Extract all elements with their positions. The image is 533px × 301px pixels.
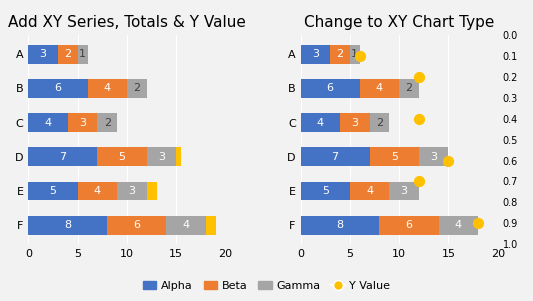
Bar xyxy=(28,113,68,132)
Text: 5: 5 xyxy=(322,186,329,196)
Text: 8: 8 xyxy=(336,220,344,230)
Text: 3: 3 xyxy=(430,152,437,162)
Bar xyxy=(28,147,98,166)
Bar xyxy=(369,113,389,132)
Text: 3: 3 xyxy=(79,118,86,128)
Bar xyxy=(98,113,117,132)
Point xyxy=(415,75,423,79)
Bar xyxy=(439,216,478,234)
Text: 5: 5 xyxy=(391,152,398,162)
Bar xyxy=(301,147,369,166)
Text: 2: 2 xyxy=(133,83,140,93)
Text: 6: 6 xyxy=(133,220,140,230)
Point xyxy=(444,158,453,163)
Bar xyxy=(28,182,78,200)
Text: 4: 4 xyxy=(94,186,101,196)
Text: 6: 6 xyxy=(54,83,61,93)
Bar xyxy=(369,147,419,166)
Text: 2: 2 xyxy=(336,49,344,59)
Text: 4: 4 xyxy=(45,118,52,128)
Bar xyxy=(107,216,166,234)
Text: 2: 2 xyxy=(376,118,383,128)
Text: 3: 3 xyxy=(312,49,319,59)
Bar xyxy=(301,182,350,200)
Bar xyxy=(301,216,379,234)
Legend: Alpha, Beta, Gamma, Y Value: Alpha, Beta, Gamma, Y Value xyxy=(139,277,394,296)
Bar xyxy=(147,182,157,200)
Text: 7: 7 xyxy=(59,152,67,162)
Bar xyxy=(28,79,87,98)
Bar xyxy=(360,79,399,98)
Bar xyxy=(28,216,107,234)
Text: 6: 6 xyxy=(406,220,413,230)
Bar xyxy=(68,113,98,132)
Bar xyxy=(330,45,350,64)
Point xyxy=(356,54,364,59)
Text: 3: 3 xyxy=(39,49,47,59)
Bar xyxy=(301,79,360,98)
Bar xyxy=(78,45,87,64)
Text: 2: 2 xyxy=(104,118,111,128)
Bar xyxy=(340,113,369,132)
Title: Change to XY Chart Type: Change to XY Chart Type xyxy=(304,15,494,30)
Bar xyxy=(87,79,127,98)
Bar xyxy=(166,216,206,234)
Bar xyxy=(98,147,147,166)
Bar xyxy=(301,113,340,132)
Text: 4: 4 xyxy=(455,220,462,230)
Text: 2: 2 xyxy=(406,83,413,93)
Text: 4: 4 xyxy=(317,118,324,128)
Text: 1: 1 xyxy=(79,49,86,59)
Bar xyxy=(58,45,78,64)
Text: 5: 5 xyxy=(50,186,56,196)
Text: 3: 3 xyxy=(351,118,358,128)
Bar xyxy=(176,147,181,166)
Point xyxy=(474,221,482,225)
Text: 4: 4 xyxy=(104,83,111,93)
Bar xyxy=(78,182,117,200)
Bar xyxy=(350,45,360,64)
Bar xyxy=(379,216,439,234)
Text: 4: 4 xyxy=(376,83,383,93)
Text: 3: 3 xyxy=(158,152,165,162)
Text: 4: 4 xyxy=(366,186,373,196)
Bar xyxy=(389,182,419,200)
Bar xyxy=(28,45,58,64)
Text: 3: 3 xyxy=(128,186,135,196)
Text: 3: 3 xyxy=(401,186,408,196)
Text: 2: 2 xyxy=(64,49,71,59)
Text: 8: 8 xyxy=(64,220,71,230)
Text: 1: 1 xyxy=(351,49,358,59)
Bar xyxy=(301,45,330,64)
Text: 4: 4 xyxy=(183,220,190,230)
Bar xyxy=(206,216,216,234)
Text: 7: 7 xyxy=(332,152,338,162)
Point xyxy=(415,116,423,121)
Bar xyxy=(399,79,419,98)
Bar xyxy=(350,182,389,200)
Bar xyxy=(127,79,147,98)
Bar xyxy=(147,147,176,166)
Bar xyxy=(419,147,448,166)
Point xyxy=(415,179,423,184)
Bar xyxy=(117,182,147,200)
Text: 5: 5 xyxy=(118,152,126,162)
Text: 6: 6 xyxy=(327,83,334,93)
Title: Add XY Series, Totals & Y Value: Add XY Series, Totals & Y Value xyxy=(8,15,246,30)
